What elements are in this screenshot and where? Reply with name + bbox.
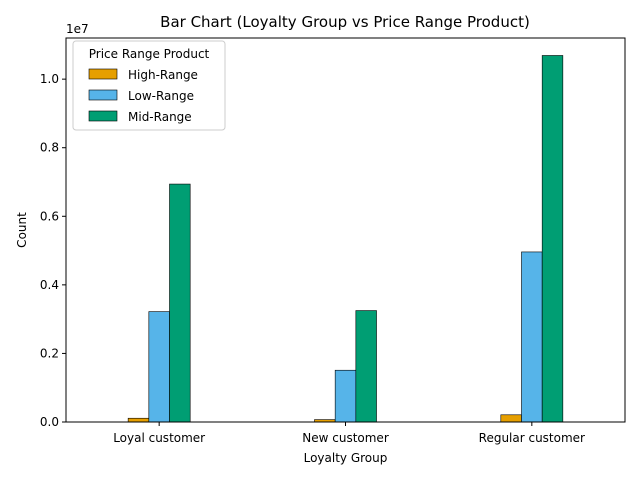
legend-swatch-high-range — [88, 68, 118, 80]
legend: Price Range Product High-Range Low-Range M… — [72, 40, 226, 131]
y-axis-label: Count — [15, 212, 29, 248]
y-axis-offset-label: 1e7 — [66, 22, 89, 36]
y-tick-label: 0.0 — [40, 415, 59, 429]
x-tick-label: New customer — [302, 431, 389, 445]
x-tick-label: Loyal customer — [113, 431, 205, 445]
y-tick-label: 0.2 — [40, 346, 59, 360]
axis-layer: Loyal customer New customer Regular custom… — [40, 72, 585, 445]
legend-label-low-range: Low-Range — [128, 89, 194, 103]
bar-new-customer-low-range — [334, 369, 357, 423]
bar-loyal-customer-high-range — [127, 417, 150, 423]
bar-regular-customer-mid-range — [541, 55, 564, 423]
legend-label-mid-range: Mid-Range — [128, 110, 192, 124]
plot-frame — [65, 37, 626, 423]
bar-loyal-customer-mid-range — [169, 183, 191, 423]
legend-swatch-low-range — [88, 89, 118, 101]
y-tick-label: 0.6 — [40, 209, 59, 223]
y-tick-label: 0.8 — [40, 141, 59, 155]
x-tick-label: Regular customer — [479, 431, 585, 445]
legend-items: High-Range Low-Range Mid-Range — [88, 68, 198, 124]
bar-regular-customer-low-range — [521, 251, 543, 423]
bar-loyal-customer-low-range — [148, 311, 170, 423]
legend-title: Price Range Product — [89, 47, 210, 61]
chart-title: Bar Chart (Loyalty Group vs Price Range … — [160, 13, 530, 31]
bar-new-customer-mid-range — [355, 310, 377, 423]
legend-frame — [72, 40, 226, 131]
y-tick-label: 0.4 — [40, 278, 59, 292]
legend-label-high-range: High-Range — [128, 68, 198, 82]
legend-swatch-mid-range — [88, 110, 118, 122]
y-tick-label: 1.0 — [40, 72, 59, 86]
bars-layer — [127, 55, 564, 423]
x-axis-label: Loyalty Group — [304, 451, 388, 465]
bar-regular-customer-high-range — [500, 414, 522, 423]
